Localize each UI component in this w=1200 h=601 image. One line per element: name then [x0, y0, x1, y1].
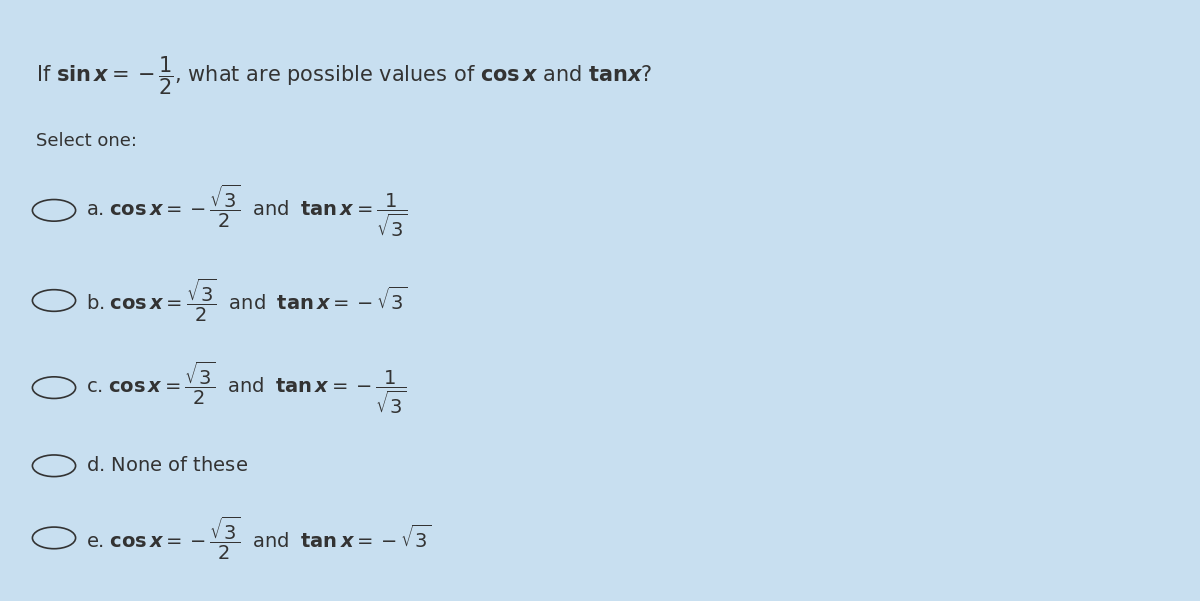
Text: Select one:: Select one: — [36, 132, 137, 150]
Text: $\text{c.}\;\mathbf{cos}\,\boldsymbol{x} = \dfrac{\sqrt{3}}{2}\;\text{ and }\;\m: $\text{c.}\;\mathbf{cos}\,\boldsymbol{x}… — [86, 359, 407, 416]
Text: If $\mathbf{sin}\,\boldsymbol{x}=-\dfrac{1}{2}$, what are possible values of $\m: If $\mathbf{sin}\,\boldsymbol{x}=-\dfrac… — [36, 54, 653, 97]
Text: $\text{e.}\;\mathbf{cos}\,\boldsymbol{x} = -\dfrac{\sqrt{3}}{2}\;\text{ and }\;\: $\text{e.}\;\mathbf{cos}\,\boldsymbol{x}… — [86, 514, 432, 561]
Text: $\text{b.}\;\mathbf{cos}\,\boldsymbol{x} = \dfrac{\sqrt{3}}{2}\;\text{ and }\;\m: $\text{b.}\;\mathbf{cos}\,\boldsymbol{x}… — [86, 277, 408, 324]
Text: $\text{a.}\;\mathbf{cos}\,\boldsymbol{x} = -\dfrac{\sqrt{3}}{2}\;\text{ and }\;\: $\text{a.}\;\mathbf{cos}\,\boldsymbol{x}… — [86, 182, 408, 239]
Text: $\text{d. None of these}$: $\text{d. None of these}$ — [86, 456, 248, 475]
